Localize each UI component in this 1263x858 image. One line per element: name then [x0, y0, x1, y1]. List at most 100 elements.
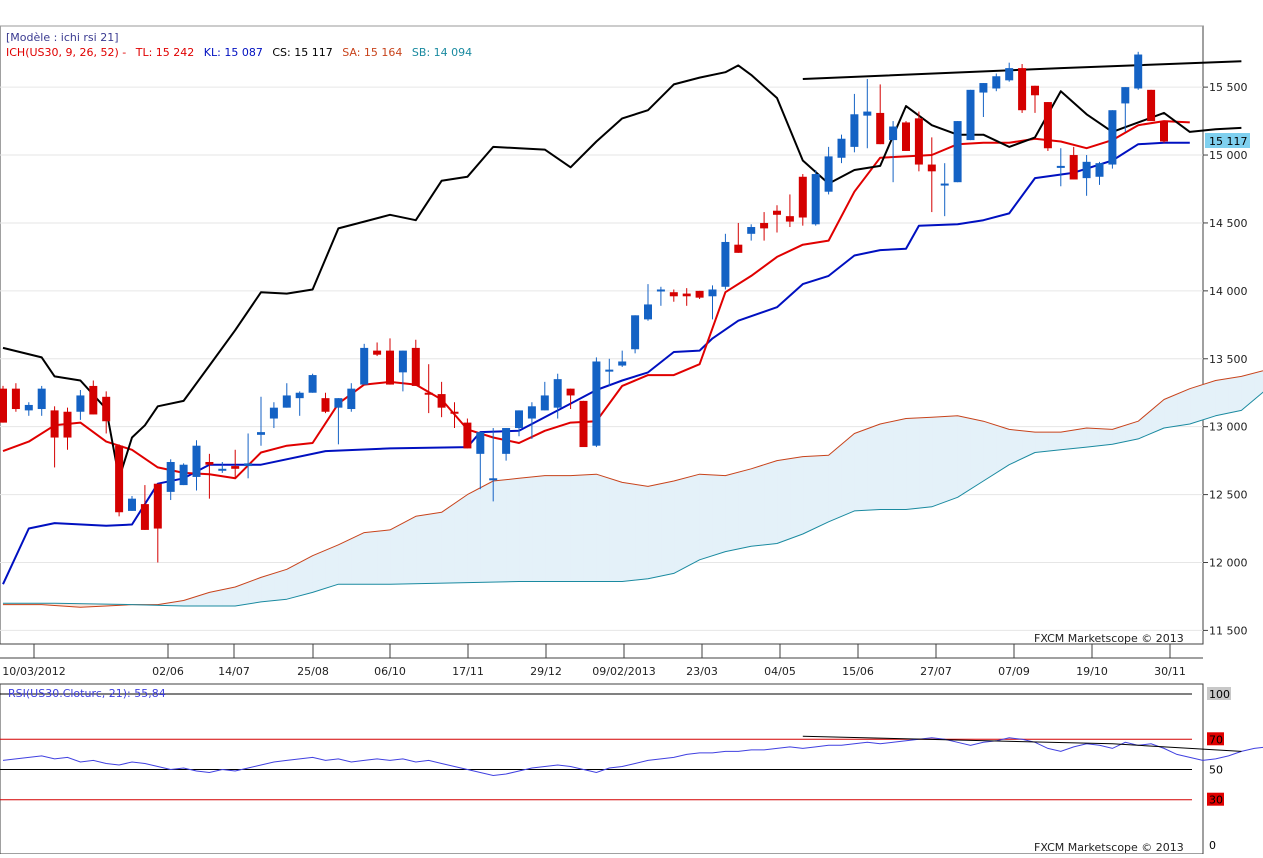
cloud-segment	[713, 475, 719, 556]
candle-body	[283, 395, 291, 407]
cloud-segment	[1203, 383, 1209, 420]
cloud-segment	[1029, 431, 1035, 455]
candle[interactable]	[1147, 90, 1155, 121]
cloud-segment	[390, 527, 396, 585]
cloud-segment	[932, 417, 938, 507]
candle-body	[296, 393, 304, 398]
cloud-segment	[706, 475, 712, 558]
cloud-segment	[1100, 429, 1106, 446]
last-price-badge: 15 117	[1205, 133, 1250, 148]
cloud-segment	[403, 520, 409, 584]
candle-body	[451, 412, 459, 414]
date-tick-label: 29/12	[530, 665, 562, 678]
candle[interactable]	[115, 444, 123, 516]
cloud-segment	[422, 514, 428, 583]
cloud-segment	[1170, 394, 1176, 427]
cloud-segment	[461, 495, 467, 583]
cloud-segment	[506, 479, 512, 582]
cloud-segment	[500, 480, 506, 582]
cloud-segment	[1241, 375, 1247, 411]
cloud-segment	[448, 503, 454, 583]
candle[interactable]	[967, 90, 975, 140]
cloud-segment	[977, 420, 983, 485]
candle-body	[38, 389, 46, 409]
cloud-segment	[584, 475, 590, 582]
date-tick-label: 27/07	[920, 665, 952, 678]
cloud-segment	[293, 563, 299, 598]
candle-body	[631, 315, 639, 349]
cloud-segment	[319, 550, 325, 590]
cloud-segment	[609, 478, 615, 581]
cloud-segment	[248, 580, 254, 604]
cloud-segment	[803, 456, 809, 534]
rsi-tick-label: 50	[1209, 764, 1223, 777]
cloud-segment	[455, 499, 461, 583]
cloud-segment	[925, 417, 931, 507]
candle-body	[838, 139, 846, 158]
cloud-segment	[771, 461, 777, 545]
cloud-segment	[874, 424, 880, 510]
candle[interactable]	[309, 374, 317, 393]
candle[interactable]	[360, 344, 368, 385]
candle-body	[812, 174, 820, 224]
candle-body	[850, 114, 858, 147]
cloud-segment	[396, 523, 402, 584]
candle-body	[386, 351, 394, 385]
date-tick-label: 04/05	[764, 665, 796, 678]
cloud-segment	[990, 423, 996, 477]
candle-body	[438, 394, 446, 408]
rsi-tick-label: 30	[1209, 794, 1223, 807]
candle-body	[180, 465, 188, 485]
candle[interactable]	[1044, 102, 1052, 151]
cloud-segment	[229, 587, 235, 606]
candle-body	[231, 466, 239, 469]
candle[interactable]	[1160, 121, 1168, 143]
cloud-segment	[545, 476, 551, 582]
candle-body	[64, 412, 72, 438]
cloud-segment	[242, 582, 248, 605]
ich-label: ICH(US30, 9, 26, 52) -	[6, 46, 126, 59]
candle[interactable]	[631, 315, 639, 353]
candle[interactable]	[812, 170, 820, 226]
date-tick-label: 23/03	[686, 665, 718, 678]
cloud-segment	[1067, 430, 1073, 449]
candle[interactable]	[1018, 64, 1026, 113]
cloud-segment	[635, 484, 641, 580]
candle-body	[786, 216, 794, 221]
candle[interactable]	[463, 419, 471, 449]
candle[interactable]	[902, 121, 910, 151]
candle[interactable]	[580, 401, 588, 447]
cloud-segment	[1003, 427, 1009, 468]
candle-body	[1134, 55, 1142, 89]
candle[interactable]	[954, 121, 962, 182]
candle-body	[1160, 121, 1168, 141]
cloud-segment	[1080, 428, 1086, 448]
cloud-segment	[971, 419, 977, 490]
date-tick-label: 02/06	[152, 665, 184, 678]
candle[interactable]	[592, 357, 600, 447]
candle-body	[102, 397, 110, 421]
cloud-segment	[377, 531, 383, 585]
sb-label: SB: 14 094	[412, 46, 472, 59]
last-price-value: 15 117	[1209, 135, 1248, 148]
candle-body	[489, 478, 497, 480]
candle[interactable]	[721, 234, 729, 290]
cloud-segment	[261, 575, 267, 601]
cloud-segment	[680, 478, 686, 570]
candle-body	[528, 406, 536, 418]
cloud-segment	[493, 480, 499, 582]
candle[interactable]	[915, 112, 923, 172]
candle[interactable]	[180, 463, 188, 485]
cloud-segment	[777, 460, 783, 544]
candle[interactable]	[1108, 110, 1116, 168]
cloud-segment	[384, 530, 390, 584]
candle[interactable]	[0, 386, 7, 423]
candle-body	[889, 127, 897, 141]
candle-body	[425, 393, 433, 395]
cloud-segment	[1125, 423, 1131, 441]
candle-body	[954, 121, 962, 182]
candle-body	[773, 211, 781, 215]
candle[interactable]	[1134, 52, 1142, 90]
